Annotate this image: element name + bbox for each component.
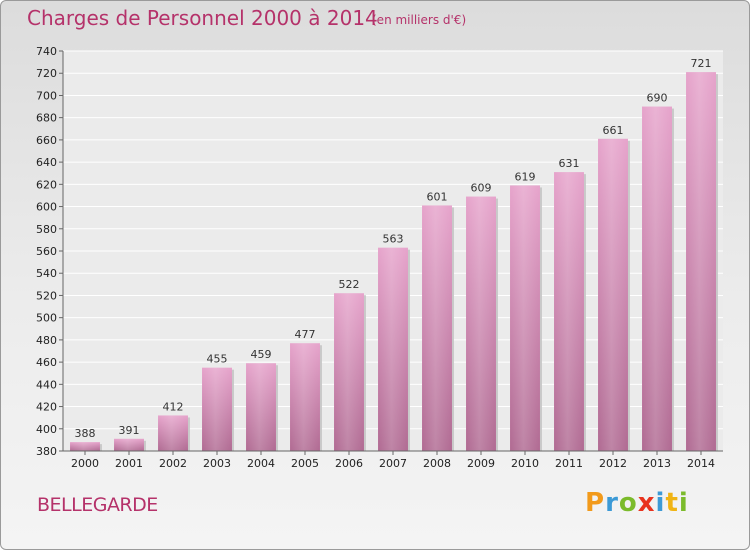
data-label: 609 bbox=[471, 182, 492, 195]
y-tick-label: 700 bbox=[36, 89, 57, 102]
x-tick-label: 2008 bbox=[423, 457, 451, 470]
data-label: 459 bbox=[251, 348, 272, 361]
y-tick-label: 540 bbox=[36, 267, 57, 280]
y-tick-label: 600 bbox=[36, 201, 57, 214]
data-label: 690 bbox=[647, 92, 668, 105]
x-tick-label: 2011 bbox=[555, 457, 583, 470]
x-tick-label: 2010 bbox=[511, 457, 539, 470]
bar-highlight bbox=[70, 442, 100, 451]
x-tick-label: 2001 bbox=[115, 457, 143, 470]
y-tick-label: 420 bbox=[36, 401, 57, 414]
bar-highlight bbox=[114, 438, 144, 451]
chart-subtitle: (en milliers d'€) bbox=[372, 13, 467, 27]
logo-letter: i bbox=[655, 488, 666, 518]
data-label: 563 bbox=[383, 233, 404, 246]
y-tick-label: 500 bbox=[36, 312, 57, 325]
bar-highlight bbox=[202, 367, 232, 451]
data-label: 391 bbox=[119, 424, 140, 437]
x-tick-label: 2004 bbox=[247, 457, 275, 470]
bar-highlight bbox=[554, 172, 584, 451]
data-label: 455 bbox=[207, 353, 228, 366]
chart-title: Charges de Personnel 2000 à 2014 bbox=[27, 6, 378, 30]
logo-letter: i bbox=[678, 488, 689, 518]
bar-highlight bbox=[510, 185, 540, 451]
x-tick-label: 2013 bbox=[643, 457, 671, 470]
y-tick-label: 680 bbox=[36, 112, 57, 125]
data-label: 412 bbox=[163, 400, 184, 413]
data-label: 477 bbox=[295, 328, 316, 341]
y-tick-label: 560 bbox=[36, 245, 57, 258]
x-tick-label: 2009 bbox=[467, 457, 495, 470]
logo-letter: o bbox=[618, 488, 638, 518]
bar-highlight bbox=[378, 247, 408, 451]
x-tick-label: 2014 bbox=[687, 457, 715, 470]
y-tick-label: 660 bbox=[36, 134, 57, 147]
x-tick-label: 2003 bbox=[203, 457, 231, 470]
y-tick-label: 460 bbox=[36, 356, 57, 369]
data-label: 388 bbox=[75, 427, 96, 440]
data-label: 522 bbox=[339, 278, 360, 291]
bar-highlight bbox=[334, 293, 364, 451]
bar-highlight bbox=[422, 205, 452, 451]
bar-highlight bbox=[290, 343, 320, 451]
y-tick-label: 400 bbox=[36, 423, 57, 436]
bar-highlight bbox=[642, 106, 672, 452]
data-label: 721 bbox=[691, 57, 712, 70]
data-label: 619 bbox=[515, 170, 536, 183]
y-tick-label: 440 bbox=[36, 378, 57, 391]
y-tick-label: 380 bbox=[36, 445, 57, 458]
bar-highlight bbox=[466, 196, 496, 451]
proxiti-logo[interactable]: Proxiti bbox=[585, 488, 689, 518]
y-tick-label: 480 bbox=[36, 334, 57, 347]
place-name: BELLEGARDE bbox=[37, 494, 158, 516]
x-tick-label: 2005 bbox=[291, 457, 319, 470]
y-tick-label: 740 bbox=[36, 45, 57, 58]
y-tick-label: 720 bbox=[36, 67, 57, 80]
x-tick-label: 2007 bbox=[379, 457, 407, 470]
x-tick-label: 2006 bbox=[335, 457, 363, 470]
data-label: 601 bbox=[427, 190, 448, 203]
bar-highlight bbox=[686, 72, 716, 451]
y-tick-label: 620 bbox=[36, 178, 57, 191]
x-tick-label: 2000 bbox=[71, 457, 99, 470]
data-label: 631 bbox=[559, 157, 580, 170]
y-tick-label: 520 bbox=[36, 289, 57, 302]
data-label: 661 bbox=[603, 124, 624, 137]
logo-letter: x bbox=[637, 488, 656, 518]
bar-highlight bbox=[158, 415, 188, 451]
logo-letter: t bbox=[665, 488, 679, 518]
x-tick-label: 2002 bbox=[159, 457, 187, 470]
bar-highlight bbox=[598, 138, 628, 451]
y-tick-label: 580 bbox=[36, 223, 57, 236]
y-tick-label: 640 bbox=[36, 156, 57, 169]
logo-letter: P bbox=[585, 488, 606, 518]
x-tick-label: 2012 bbox=[599, 457, 627, 470]
bar-highlight bbox=[246, 363, 276, 451]
logo-letter: r bbox=[605, 488, 619, 518]
